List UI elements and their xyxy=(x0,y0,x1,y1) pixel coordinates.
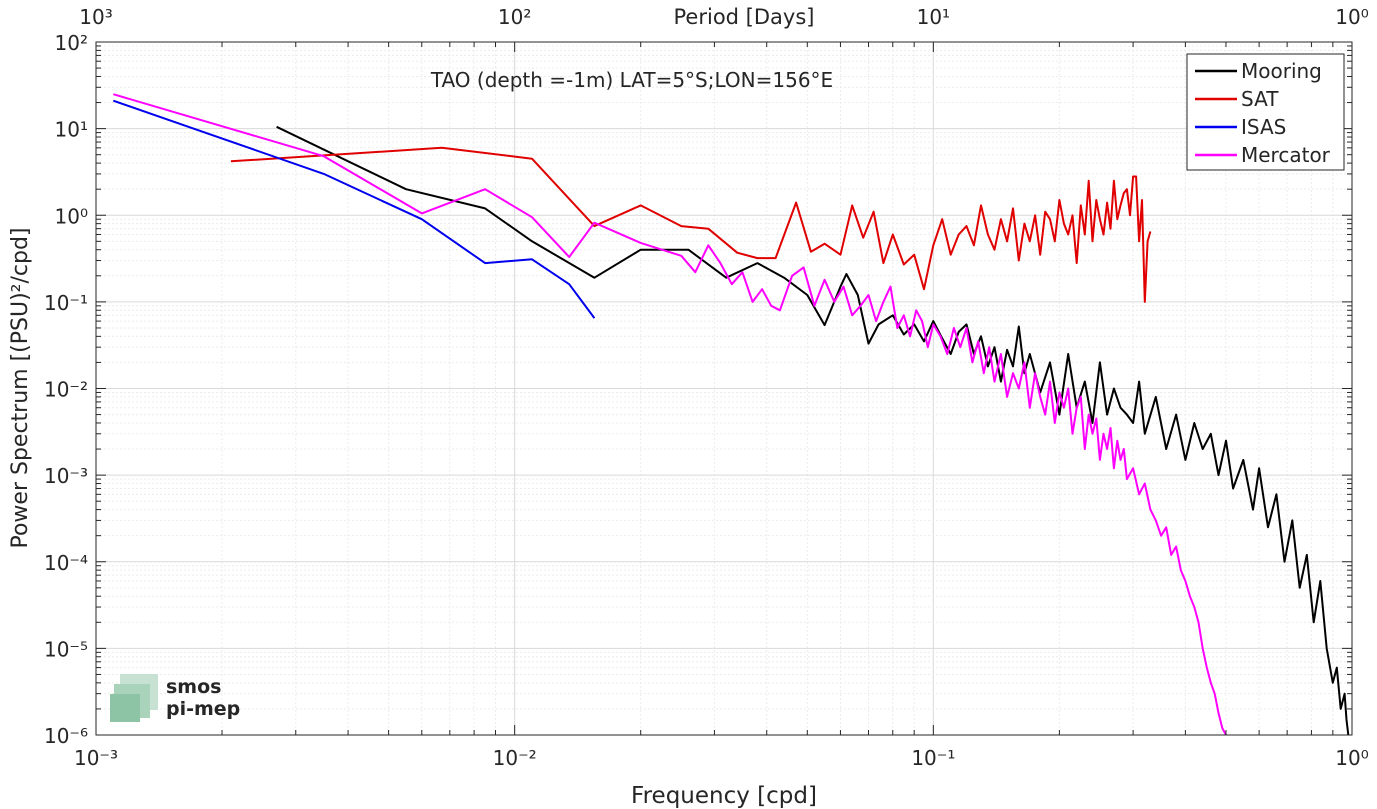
x-axis-label: Frequency [cpd] xyxy=(631,783,817,809)
top-tick-label: 10³ xyxy=(79,5,112,29)
series-layer xyxy=(112,93,1350,735)
y-tick-label: 10² xyxy=(55,31,88,55)
x-tick-label: 10⁻¹ xyxy=(911,746,955,770)
y-tick-label: 10⁻³ xyxy=(44,464,88,488)
legend-label-isas: ISAS xyxy=(1241,115,1286,139)
smos-pi-mep-logo: smos pi-mep xyxy=(110,674,240,722)
top-tick-label: 10¹ xyxy=(917,5,950,29)
y-axis-label: Power Spectrum [(PSU)²/cpd] xyxy=(8,227,33,548)
logo-text-smos: smos xyxy=(166,676,221,698)
series-line-mooring xyxy=(276,125,1350,735)
series-line-isas xyxy=(112,99,596,319)
top-axis-label: Period [Days] xyxy=(674,5,815,29)
y-tick-label: 10⁻⁶ xyxy=(44,724,88,748)
series-line-mercator xyxy=(113,93,1227,735)
y-tick-label: 10¹ xyxy=(55,118,88,142)
y-tick-label: 10⁰ xyxy=(55,204,88,228)
y-tick-label: 10⁻¹ xyxy=(44,291,88,315)
logo-text-pi-mep: pi-mep xyxy=(166,698,240,720)
y-tick-label: 10⁻² xyxy=(44,378,88,402)
legend: Mooring SAT ISAS Mercator xyxy=(1186,53,1345,171)
top-tick-label: 10⁰ xyxy=(1335,5,1368,29)
y-tick-label: 10⁻⁵ xyxy=(44,637,88,661)
legend-label-mercator: Mercator xyxy=(1241,143,1331,167)
chart-title: TAO (depth =-1m) LAT=5°S;LON=156°E xyxy=(430,68,833,92)
logo-mark-icon xyxy=(110,674,158,722)
top-tick-label: 10² xyxy=(498,5,531,29)
series-line-sat xyxy=(230,146,1152,303)
legend-label-mooring: Mooring xyxy=(1241,59,1322,83)
y-tick-label: 10⁻⁴ xyxy=(44,551,88,575)
x-tick-label: 10⁻² xyxy=(493,746,537,770)
legend-box xyxy=(1186,53,1345,171)
plot-area-frame xyxy=(95,41,1353,736)
grid xyxy=(95,42,1352,736)
x-tick-label: 10⁰ xyxy=(1335,746,1368,770)
x-tick-label: 10⁻³ xyxy=(74,746,118,770)
legend-label-sat: SAT xyxy=(1241,87,1279,111)
